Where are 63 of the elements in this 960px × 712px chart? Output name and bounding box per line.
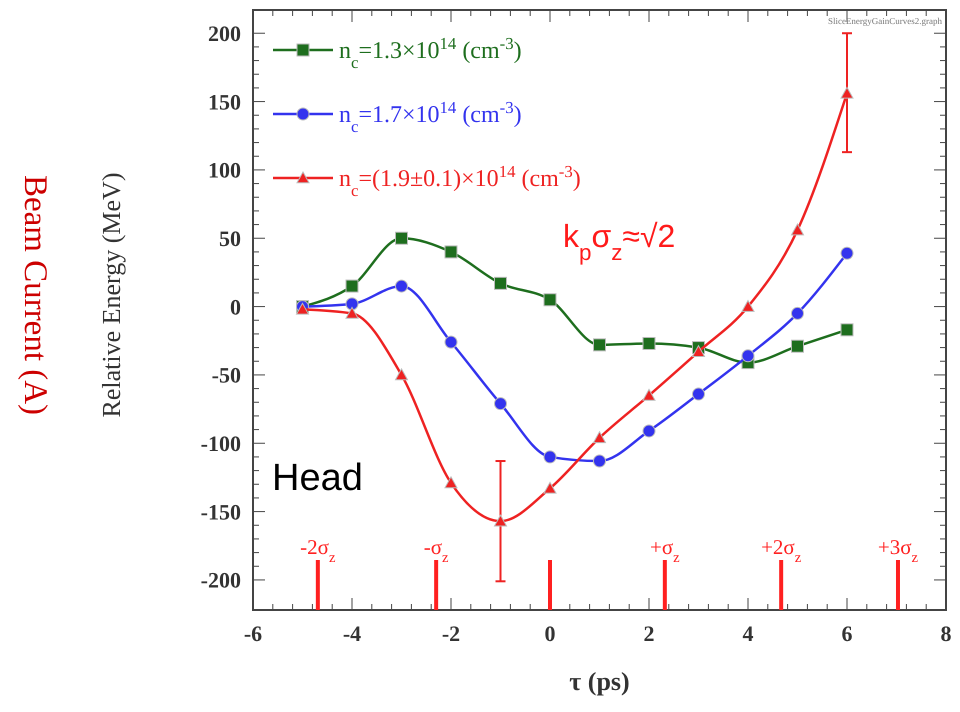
point bbox=[296, 302, 309, 315]
annotation: SliceEnergyGainCurves2.graph bbox=[828, 16, 942, 26]
y-tick-label: 50 bbox=[219, 226, 241, 251]
point bbox=[791, 340, 804, 353]
x-tick-label: 8 bbox=[940, 621, 952, 646]
point bbox=[791, 306, 804, 320]
point bbox=[444, 245, 458, 258]
point bbox=[544, 482, 556, 494]
x-tick-label: 2 bbox=[644, 621, 654, 646]
point bbox=[642, 388, 656, 401]
y-tick-label: -150 bbox=[200, 499, 241, 524]
point bbox=[840, 86, 854, 99]
x-tick-label: -4 bbox=[342, 621, 362, 646]
point bbox=[642, 424, 656, 438]
ref-line-label: +σ$_{z}$ bbox=[650, 535, 680, 566]
point bbox=[346, 306, 358, 319]
point bbox=[692, 345, 705, 357]
y-tick-label: -50 bbox=[212, 362, 241, 388]
point bbox=[494, 514, 507, 526]
y-tick-label: 150 bbox=[208, 89, 241, 114]
point bbox=[444, 336, 458, 349]
x-axis-title: τ (ps) bbox=[569, 667, 630, 696]
y-tick-label: -200 bbox=[200, 568, 241, 593]
point bbox=[494, 397, 507, 410]
annotation: Head bbox=[272, 457, 363, 499]
y-tick-label: 100 bbox=[208, 158, 241, 183]
point bbox=[346, 280, 358, 293]
ref-line-label: +3σ$_{z}$ bbox=[878, 535, 919, 566]
point bbox=[840, 323, 854, 336]
ref-line-label: -2σ$_{z}$ bbox=[300, 535, 336, 566]
point bbox=[692, 388, 705, 401]
y-tick-label: 200 bbox=[208, 20, 241, 46]
ref-line-label: +2σ$_{z}$ bbox=[761, 535, 802, 566]
point bbox=[544, 293, 556, 306]
point bbox=[593, 338, 606, 352]
point bbox=[642, 336, 656, 350]
y-axis-title: Relative Energy (MeV) bbox=[97, 172, 126, 418]
x-tick-label: 0 bbox=[544, 621, 556, 646]
point bbox=[494, 276, 507, 290]
annotation: k$_{p}$σ$_{z}$≈√2 bbox=[563, 218, 676, 264]
point bbox=[395, 232, 408, 245]
point bbox=[346, 297, 358, 310]
y-tick-label: -100 bbox=[200, 430, 241, 456]
point bbox=[544, 450, 556, 464]
x-tick-label: 6 bbox=[842, 621, 852, 646]
x-tick-label: -6 bbox=[244, 621, 262, 646]
ref-line-label: -σ$_{z}$ bbox=[424, 535, 450, 566]
point bbox=[593, 431, 606, 444]
point bbox=[593, 454, 606, 468]
point bbox=[742, 300, 754, 312]
point bbox=[444, 476, 458, 488]
y-tick-label: 0 bbox=[230, 294, 241, 320]
legend-label: n$_{c}$=1.3×10$^{14}$ (cm$^{-3}$) bbox=[339, 34, 522, 72]
legend-label: n$_{c}$=1.7×10$^{14}$ (cm$^{-3}$) bbox=[339, 98, 522, 136]
point bbox=[395, 368, 408, 380]
point bbox=[791, 224, 804, 236]
x-tick-label: 4 bbox=[742, 621, 754, 646]
point bbox=[395, 280, 408, 293]
legend-label: n$_{c}$=(1.9±0.1)×10$^{14}$ (cm$^{-3}$) bbox=[339, 162, 581, 200]
point bbox=[840, 246, 854, 260]
x-tick-label: -2 bbox=[442, 621, 460, 646]
y2-axis-title: Beam Current (A) bbox=[17, 174, 53, 416]
point bbox=[742, 349, 754, 362]
